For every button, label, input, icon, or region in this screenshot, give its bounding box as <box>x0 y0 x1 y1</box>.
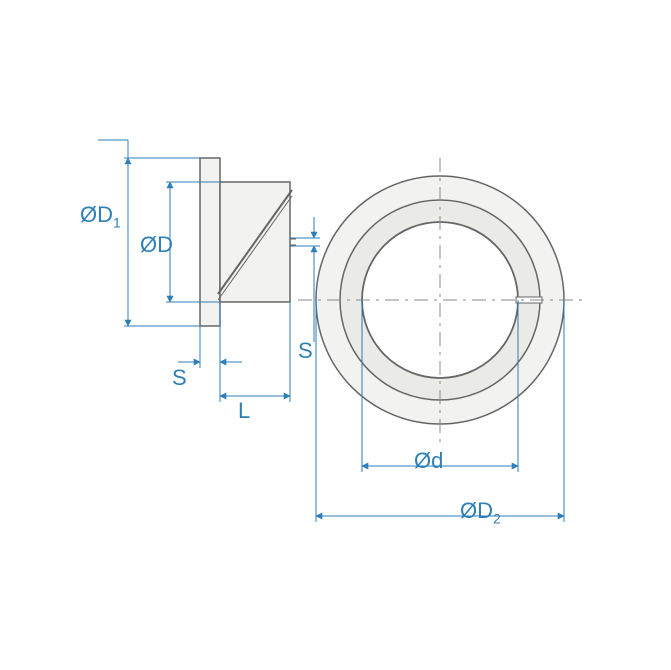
label-d-text: Ød <box>414 448 443 473</box>
label-L-text: L <box>238 398 250 423</box>
label-S-right: S <box>298 338 313 364</box>
label-D2-sub: 2 <box>493 510 501 526</box>
label-S-right-text: S <box>298 338 313 363</box>
label-D-text: ØD <box>140 232 173 257</box>
label-D2: ØD2 <box>460 498 501 526</box>
label-D: ØD <box>140 232 173 258</box>
label-S-left-text: S <box>172 365 187 390</box>
label-d: Ød <box>414 448 443 474</box>
drawing-canvas <box>0 0 671 670</box>
technical-drawing: ØD1 ØD S S L Ød ØD2 <box>0 0 671 670</box>
label-D1: ØD1 <box>80 202 121 230</box>
label-S-left: S <box>172 365 187 391</box>
label-D2-text: ØD <box>460 498 493 523</box>
label-L: L <box>238 398 250 424</box>
label-D1-text: ØD <box>80 202 113 227</box>
label-D1-sub: 1 <box>113 214 121 230</box>
